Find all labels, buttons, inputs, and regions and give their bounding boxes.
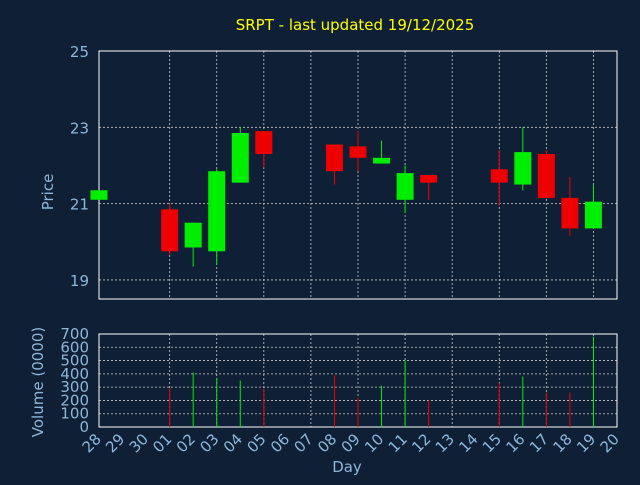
volume-tick-label: 300	[60, 378, 89, 396]
price-axis-label: Price	[39, 174, 57, 211]
candle-body	[255, 131, 273, 155]
candle-body	[90, 190, 108, 200]
price-panel-frame	[98, 50, 618, 300]
candle-body	[420, 175, 438, 183]
candle-body	[514, 152, 532, 185]
volume-axis-label: Volume (0000)	[29, 327, 47, 437]
price-tick-label: 25	[70, 43, 89, 61]
volume-tick-label: 0	[79, 418, 89, 436]
candle-body	[373, 157, 391, 164]
candle-body	[184, 222, 202, 248]
x-axis-label: Day	[332, 458, 362, 476]
volume-tick-label: 600	[60, 338, 89, 356]
volume-tick-label: 100	[60, 405, 89, 423]
candle-body	[161, 209, 179, 252]
candle-body	[349, 146, 367, 158]
candle-body	[584, 201, 602, 229]
chart-title: SRPT - last updated 19/12/2025	[236, 16, 475, 34]
candle-body	[396, 173, 414, 200]
candle-body	[325, 144, 343, 172]
chart-marks	[90, 127, 602, 427]
candle-body	[231, 133, 249, 183]
candle-body	[561, 197, 579, 229]
volume-tick-label: 700	[60, 325, 89, 343]
candle-body	[490, 169, 508, 183]
volume-tick-label: 500	[60, 352, 89, 370]
candle-body	[208, 171, 226, 252]
volume-tick-label: 200	[60, 391, 89, 409]
price-tick-label: 23	[70, 119, 89, 137]
candle-body	[537, 154, 555, 198]
price-tick-label: 19	[70, 272, 89, 290]
price-tick-label: 21	[70, 196, 89, 214]
volume-tick-label: 400	[60, 365, 89, 383]
